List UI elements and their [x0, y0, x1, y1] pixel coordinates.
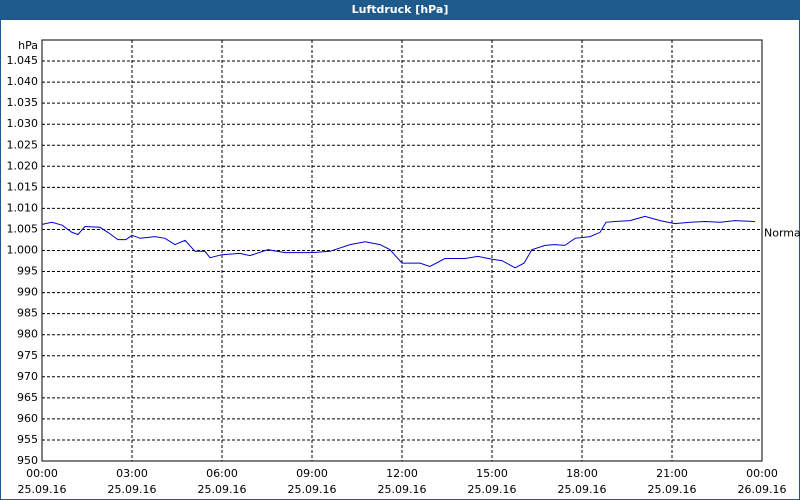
x-tick-date: 25.09.16 [468, 483, 517, 496]
y-tick-label: 990 [17, 286, 38, 299]
x-tick-date: 26.09.16 [738, 483, 787, 496]
x-tick-date: 25.09.16 [378, 483, 427, 496]
line-series [41, 215, 756, 269]
x-tick-label: 03:00 [116, 467, 148, 480]
y-tick-label: 960 [17, 412, 38, 425]
y-tick-label: 1.045 [7, 54, 39, 67]
x-tick-label: 06:00 [206, 467, 238, 480]
y-tick-label: 1.015 [7, 180, 39, 193]
y-tick-label: 1.010 [7, 201, 39, 214]
x-tick-date: 25.09.16 [18, 483, 67, 496]
x-tick-label: 21:00 [656, 467, 688, 480]
x-tick-label: 09:00 [296, 467, 328, 480]
y-tick-label: 1.035 [7, 96, 39, 109]
x-tick-label: 18:00 [566, 467, 598, 480]
x-tick-label: 00:00 [26, 467, 58, 480]
x-tick-date: 25.09.16 [288, 483, 337, 496]
y-tick-label: 950 [17, 454, 38, 467]
x-tick-label: 12:00 [386, 467, 418, 480]
title-bar [0, 0, 800, 20]
y-tick-label: 985 [17, 307, 38, 320]
y-tick-label: 1.005 [7, 222, 39, 235]
x-tick-label: 15:00 [476, 467, 508, 480]
y-unit: hPa [18, 39, 38, 52]
y-tick-label: 970 [17, 370, 38, 383]
chart-title: Luftdruck [hPa] [352, 3, 449, 16]
x-tick-date: 25.09.16 [108, 483, 157, 496]
y-tick-label: 1.040 [7, 75, 39, 88]
y-tick-label: 995 [17, 265, 38, 278]
plot-frame [41, 39, 763, 462]
x-tick-date: 25.09.16 [198, 483, 247, 496]
y-tick-label: 1.025 [7, 138, 39, 151]
x-tick-date: 25.09.16 [648, 483, 697, 496]
y-tick-label: 955 [17, 433, 38, 446]
x-tick-label: 00:00 [746, 467, 778, 480]
y-tick-label: 1.000 [7, 244, 39, 257]
y-tick-label: 1.030 [7, 117, 39, 130]
y-tick-label: 980 [17, 328, 38, 341]
y-tick-label: 975 [17, 349, 38, 362]
x-tick-date: 25.09.16 [558, 483, 607, 496]
y-tick-label: 1.020 [7, 159, 39, 172]
y-tick-label: 965 [17, 391, 38, 404]
normal-label: Normal [764, 226, 800, 239]
